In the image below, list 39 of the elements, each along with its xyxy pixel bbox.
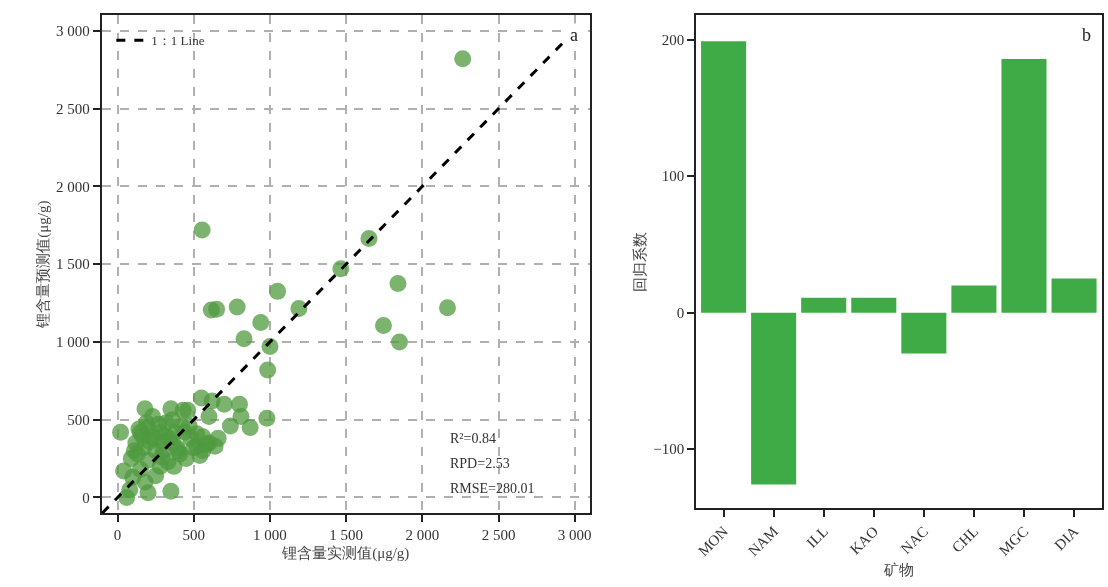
bar bbox=[1051, 278, 1097, 313]
bar bbox=[701, 41, 747, 313]
bar bbox=[801, 297, 847, 313]
y-tick-label: −100 bbox=[653, 441, 685, 458]
bar bbox=[851, 297, 897, 313]
y-tick-label: 2 000 bbox=[56, 178, 90, 195]
bar bbox=[951, 285, 997, 313]
y-tick-label: 1 500 bbox=[56, 256, 90, 273]
y-tick-label: 1 000 bbox=[56, 334, 90, 351]
x-tick-label: ILL bbox=[803, 523, 832, 551]
x-axis-title: 矿物 bbox=[882, 561, 914, 578]
y-tick-label: 0 bbox=[676, 304, 685, 321]
y-tick-label: 100 bbox=[661, 168, 685, 185]
y-axis-title: 回归系数 bbox=[632, 231, 649, 292]
x-tick-label: 1 000 bbox=[253, 526, 287, 543]
annotation: RPD=2.53 bbox=[450, 456, 510, 471]
x-tick-label: DIA bbox=[1051, 523, 1082, 554]
y-tick-label: 0 bbox=[82, 489, 90, 506]
annotation: RMSE=280.01 bbox=[450, 481, 535, 496]
x-tick-label: CHL bbox=[948, 523, 982, 556]
y-tick-label: 200 bbox=[661, 32, 685, 49]
x-tick-label: 0 bbox=[113, 526, 122, 543]
annotation: b bbox=[1082, 25, 1091, 45]
y-tick-label: 500 bbox=[67, 411, 90, 428]
x-tick-label: 1 500 bbox=[329, 526, 364, 543]
x-tick-label: 2 500 bbox=[481, 526, 516, 543]
annotation: a bbox=[570, 25, 578, 45]
x-axis-title: 锂含量实测值(μg/g) bbox=[281, 545, 410, 563]
x-tick-label: 2 000 bbox=[405, 526, 440, 543]
legend-label: 1：1 Line bbox=[151, 33, 205, 49]
annotation: R²=0.84 bbox=[450, 431, 496, 446]
y-tick-label: 2 500 bbox=[56, 100, 90, 117]
y-axis-title: 锂含量预测值(μg/g) bbox=[34, 200, 52, 329]
bar bbox=[901, 312, 947, 354]
x-tick-label: 3 000 bbox=[557, 526, 592, 543]
bar bbox=[751, 312, 797, 485]
x-tick-label: 500 bbox=[182, 526, 206, 543]
bar bbox=[1001, 58, 1047, 313]
y-tick-label: 3 000 bbox=[56, 23, 90, 40]
